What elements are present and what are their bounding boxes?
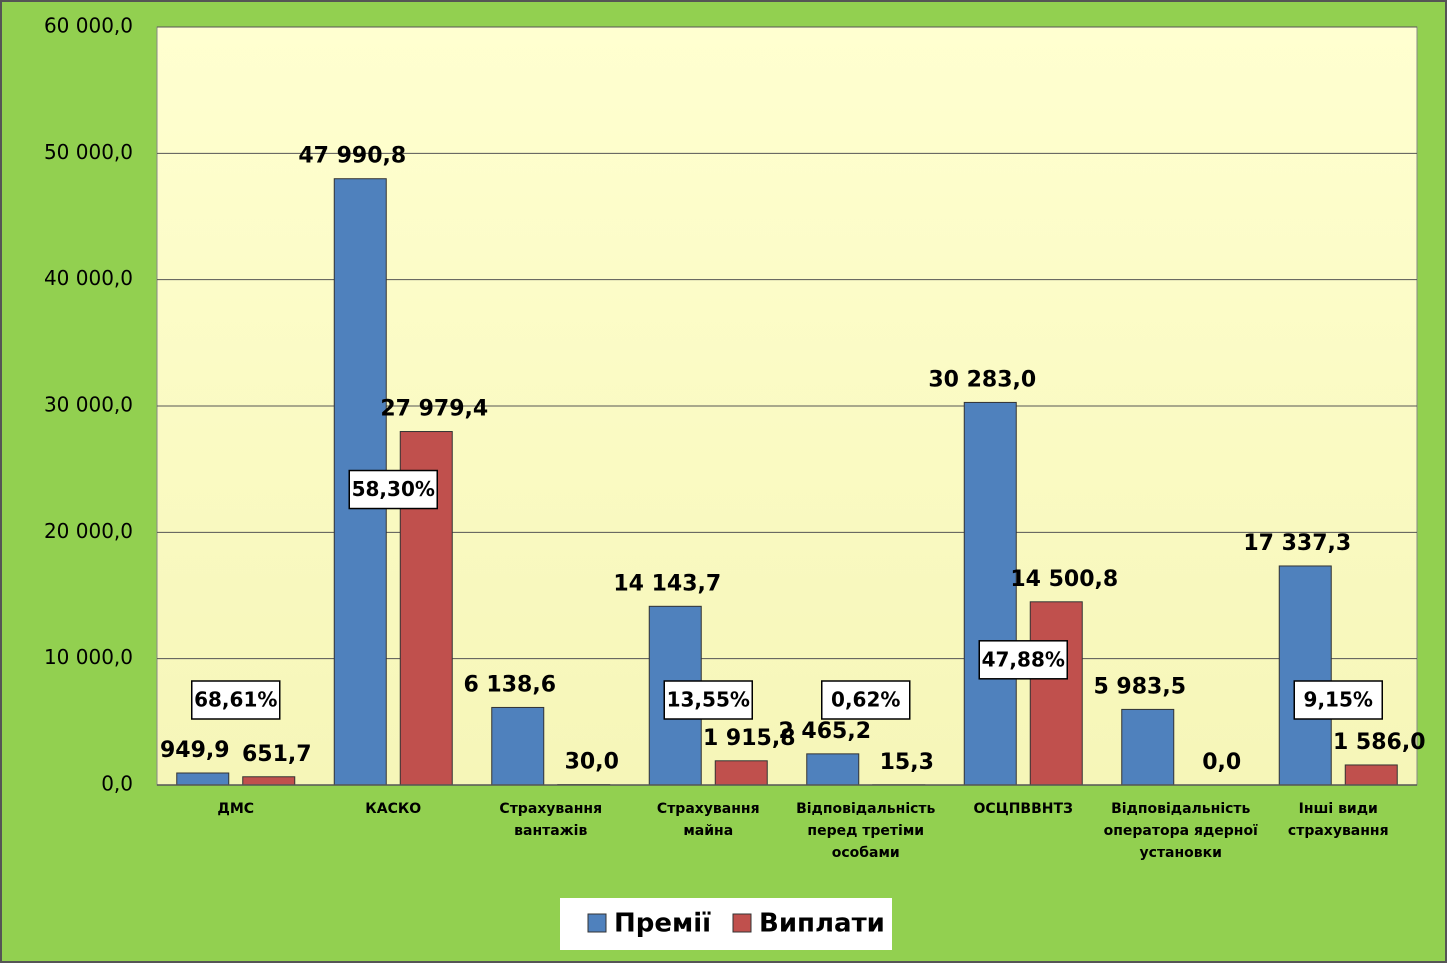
x-tick-label: Відповідальність bbox=[1111, 801, 1250, 817]
bar bbox=[714, 760, 768, 786]
x-tick-label: ДМС bbox=[217, 801, 254, 817]
legend-swatch bbox=[587, 913, 607, 933]
legend-swatch bbox=[732, 913, 752, 933]
x-tick-label: оператора ядерної bbox=[1104, 823, 1258, 839]
ratio-label: 68,61% bbox=[194, 688, 277, 712]
value-label: 1 915,8 bbox=[703, 726, 796, 751]
value-label: 6 138,6 bbox=[463, 672, 556, 697]
bar bbox=[242, 776, 296, 786]
ratio-label: 13,55% bbox=[667, 688, 750, 712]
bar bbox=[491, 706, 545, 786]
bar bbox=[1121, 708, 1175, 786]
x-tick-label: страхування bbox=[1288, 823, 1389, 839]
value-label: 47 990,8 bbox=[298, 144, 406, 169]
legend-box bbox=[560, 898, 892, 950]
legend-label: Виплати bbox=[759, 909, 885, 939]
y-tick-label: 30 000,0 bbox=[44, 393, 133, 417]
y-tick-label: 20 000,0 bbox=[44, 519, 133, 543]
x-tick-label: особами bbox=[832, 845, 900, 861]
ratio-box bbox=[978, 640, 1068, 680]
x-tick-label: вантажів bbox=[514, 823, 587, 839]
value-label: 15,3 bbox=[880, 750, 934, 775]
value-label: 17 337,3 bbox=[1243, 531, 1351, 556]
ratio-label: 0,62% bbox=[831, 688, 900, 712]
ratio-box bbox=[821, 680, 911, 720]
ratio-label: 47,88% bbox=[982, 647, 1065, 671]
value-label: 14 500,8 bbox=[1010, 567, 1118, 592]
y-tick-label: 0,0 bbox=[101, 772, 133, 796]
x-tick-label: ОСЦПВВНТЗ bbox=[974, 801, 1073, 817]
x-tick-label: Страхування bbox=[657, 801, 760, 817]
ratio-box bbox=[348, 469, 438, 510]
value-label: 949,9 bbox=[160, 738, 230, 763]
ratio-label: 9,15% bbox=[1304, 688, 1373, 712]
value-label: 651,7 bbox=[242, 742, 312, 767]
bar bbox=[806, 753, 860, 786]
y-tick-label: 40 000,0 bbox=[44, 266, 133, 290]
value-label: 14 143,7 bbox=[613, 571, 721, 596]
x-tick-label: Інші види bbox=[1299, 801, 1378, 817]
legend-label: Премії bbox=[614, 909, 711, 939]
y-tick-label: 10 000,0 bbox=[44, 645, 133, 669]
value-label: 30,0 bbox=[565, 750, 619, 775]
value-label: 30 283,0 bbox=[928, 367, 1036, 392]
y-tick-label: 60 000,0 bbox=[44, 14, 133, 38]
y-tick-label: 50 000,0 bbox=[44, 140, 133, 164]
ratio-box bbox=[1293, 680, 1383, 720]
value-label: 5 983,5 bbox=[1093, 674, 1186, 699]
ratio-label: 58,30% bbox=[352, 477, 435, 501]
x-tick-label: КАСКО bbox=[365, 801, 421, 817]
bar bbox=[1029, 601, 1083, 786]
ratio-box bbox=[191, 680, 281, 720]
bar bbox=[176, 772, 230, 786]
value-label: 2 465,2 bbox=[778, 719, 871, 744]
value-label: 0,0 bbox=[1202, 750, 1241, 775]
x-tick-label: установки bbox=[1140, 845, 1222, 861]
x-tick-label: перед третіми bbox=[807, 823, 924, 839]
value-label: 27 979,4 bbox=[380, 397, 488, 422]
bar bbox=[1278, 565, 1332, 786]
value-label: 1 586,0 bbox=[1333, 730, 1426, 755]
bar bbox=[1344, 764, 1398, 786]
x-tick-label: Страхування bbox=[499, 801, 602, 817]
bar bbox=[963, 401, 1017, 786]
ratio-box bbox=[663, 680, 753, 720]
x-tick-label: майна bbox=[683, 823, 733, 839]
x-tick-label: Відповідальність bbox=[796, 801, 935, 817]
